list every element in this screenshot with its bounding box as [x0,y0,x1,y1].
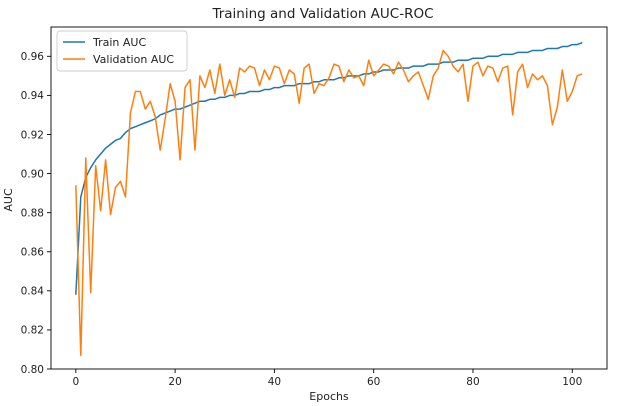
y-tick-label: 0.92 [21,129,44,141]
y-axis: 0.80 0.82 0.84 0.86 0.88 0.90 0.92 0.94 0.96 [21,51,51,376]
legend-frame [56,30,188,72]
chart-title: Training and Validation AUC-ROC [211,6,433,22]
y-tick-label: 0.90 [21,168,44,180]
legend: Train AUC Validation AUC [56,30,188,72]
x-axis: 0 20 40 60 80 100 [72,369,582,388]
x-tick-label: 100 [562,376,582,388]
plot-frame [50,26,608,370]
legend-entry: Validation AUC [93,53,174,66]
y-tick-label: 0.88 [21,207,44,219]
y-tick-label: 0.80 [21,364,44,376]
plot-series [75,41,583,357]
legend-entry: Train AUC [92,36,146,49]
x-axis-label: Epochs [309,390,349,403]
x-tick-label: 20 [168,376,181,388]
y-tick-label: 0.84 [21,286,45,298]
x-tick-label: 0 [72,376,79,388]
y-axis-label: AUC [2,188,15,212]
train-auc-line [75,41,583,295]
x-tick-label: 80 [466,376,479,388]
y-tick-label: 0.82 [21,325,44,337]
y-tick-label: 0.86 [21,247,45,259]
y-tick-label: 0.96 [21,51,45,63]
x-tick-label: 40 [268,376,281,388]
x-tick-label: 60 [367,376,380,388]
y-tick-label: 0.94 [21,90,45,102]
validation-auc-line [75,49,583,357]
